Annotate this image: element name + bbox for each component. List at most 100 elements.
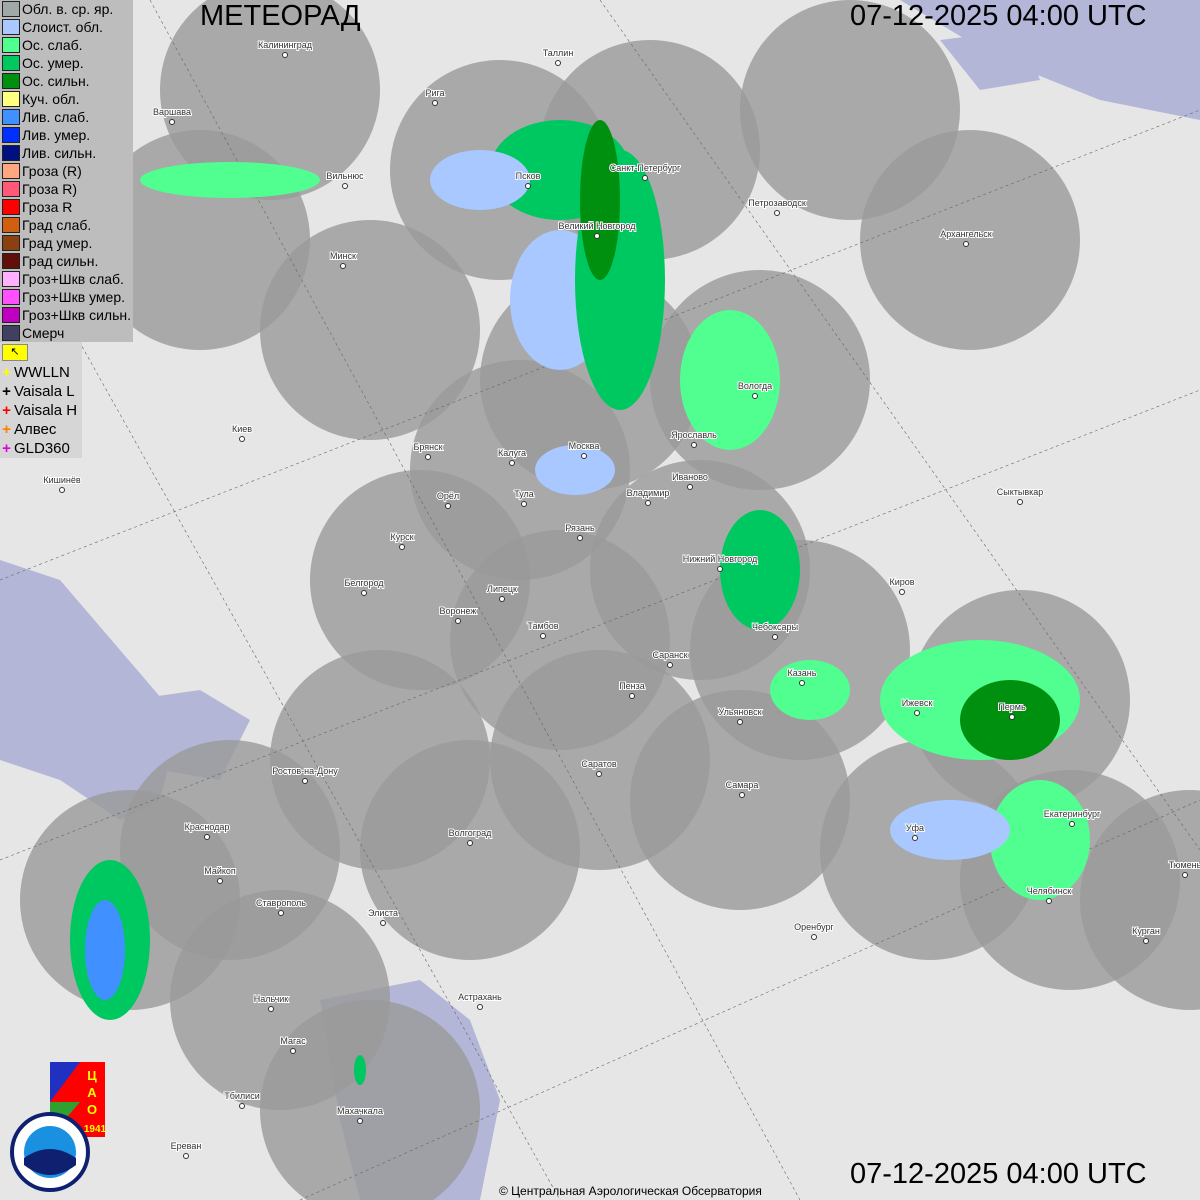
city-marker[interactable]: Санкт-Петербург xyxy=(609,162,682,181)
city-dot-icon xyxy=(217,878,223,884)
city-label: Калининград xyxy=(258,40,313,50)
city-marker[interactable]: Самара xyxy=(725,779,759,798)
city-marker[interactable]: Минск xyxy=(329,250,357,269)
legend-label: Куч. обл. xyxy=(22,91,80,107)
lightning-source-toggle[interactable]: + WWLLN xyxy=(0,363,82,382)
city-marker[interactable]: Махачкала xyxy=(336,1105,384,1124)
legend-swatch xyxy=(2,181,20,197)
lightning-cross-icon: + xyxy=(2,364,11,381)
legend-swatch xyxy=(2,289,20,305)
city-marker[interactable]: Сыктывкар xyxy=(996,486,1044,505)
city-marker[interactable]: Волгоград xyxy=(448,827,493,846)
city-marker[interactable]: Воронеж xyxy=(439,605,477,624)
city-marker[interactable]: Брянск xyxy=(412,441,444,460)
city-marker[interactable]: Петрозаводск xyxy=(747,197,807,216)
city-marker[interactable]: Рига xyxy=(424,87,446,106)
city-label: Таллин xyxy=(543,48,574,58)
city-dot-icon xyxy=(645,500,651,506)
precip-echo xyxy=(960,680,1060,760)
legend-label: Град сильн. xyxy=(22,253,99,269)
city-marker[interactable]: Тюмень xyxy=(1168,859,1200,878)
lightning-toggle-button[interactable]: ↖ xyxy=(2,344,28,361)
city-marker[interactable]: Калуга xyxy=(497,447,527,466)
city-marker[interactable]: Кишинёв xyxy=(42,474,82,493)
city-marker[interactable]: Тамбов xyxy=(526,620,560,639)
lightning-cross-icon: + xyxy=(2,440,11,457)
legend-item: Гроз+Шкв сильн. xyxy=(0,306,133,324)
city-marker[interactable]: Варшава xyxy=(152,106,192,125)
city-marker[interactable]: Чебоксары xyxy=(751,621,799,640)
city-marker[interactable]: Нижний Новгород xyxy=(682,553,759,572)
city-marker[interactable]: Майкоп xyxy=(203,865,237,884)
city-label: Тула xyxy=(514,489,534,499)
city-marker[interactable]: Великий Новгород xyxy=(558,220,637,239)
legend-label: Гроза R) xyxy=(22,181,78,197)
city-label: Великий Новгород xyxy=(559,221,637,231)
svg-text:1941: 1941 xyxy=(84,1124,107,1135)
city-marker[interactable]: Владимир xyxy=(626,487,670,506)
city-marker[interactable]: Нальчик xyxy=(253,993,289,1012)
city-marker[interactable]: Астрахань xyxy=(457,991,503,1010)
city-dot-icon xyxy=(302,778,308,784)
city-marker[interactable]: Орёл xyxy=(436,490,460,509)
city-dot-icon xyxy=(811,934,817,940)
city-marker[interactable]: Таллин xyxy=(542,47,574,66)
city-marker[interactable]: Москва xyxy=(568,440,600,459)
city-marker[interactable]: Вологда xyxy=(737,380,773,399)
city-dot-icon xyxy=(899,589,905,595)
city-dot-icon xyxy=(963,241,969,247)
lightning-source-toggle[interactable]: + Vaisala L xyxy=(0,382,82,401)
city-marker[interactable]: Элиста xyxy=(367,907,399,926)
lightning-source-toggle[interactable]: + Vaisala H xyxy=(0,401,82,420)
city-marker[interactable]: Пермь xyxy=(997,701,1027,720)
city-marker[interactable]: Тула xyxy=(513,488,535,507)
city-marker[interactable]: Челябинск xyxy=(1026,885,1072,904)
precip-echo xyxy=(354,1055,366,1085)
city-marker[interactable]: Рязань xyxy=(564,522,596,541)
city-marker[interactable]: Ярославль xyxy=(670,429,718,448)
city-dot-icon xyxy=(425,454,431,460)
city-label: Оренбург xyxy=(794,922,834,932)
city-marker[interactable]: Псков xyxy=(515,170,542,189)
city-dot-icon xyxy=(642,175,648,181)
city-marker[interactable]: Киев xyxy=(231,423,253,442)
city-marker[interactable]: Уфа xyxy=(905,822,925,841)
city-marker[interactable]: Казань xyxy=(787,667,818,686)
legend-label: Гроз+Шкв слаб. xyxy=(22,271,124,287)
city-marker[interactable]: Пенза xyxy=(618,680,646,699)
city-marker[interactable]: Архангельск xyxy=(939,228,993,247)
city-marker[interactable]: Ереван xyxy=(170,1140,202,1159)
city-marker[interactable]: Калининград xyxy=(257,39,314,58)
city-marker[interactable]: Ростов-на-Дону xyxy=(271,765,339,784)
lightning-source-toggle[interactable]: + GLD360 xyxy=(0,439,82,458)
legend-label: Гроза R xyxy=(22,199,73,215)
city-label: Краснодар xyxy=(185,822,230,832)
city-dot-icon xyxy=(525,183,531,189)
city-dot-icon xyxy=(914,710,920,716)
city-marker[interactable]: Саранск xyxy=(651,649,689,668)
city-marker[interactable]: Краснодар xyxy=(184,821,230,840)
city-marker[interactable]: Вильнюс xyxy=(325,170,365,189)
city-marker[interactable]: Ульяновск xyxy=(717,706,763,725)
city-marker[interactable]: Курск xyxy=(389,531,415,550)
city-marker[interactable]: Белгород xyxy=(343,577,385,596)
city-marker[interactable]: Магас xyxy=(279,1035,307,1054)
precip-echo xyxy=(430,150,530,210)
lightning-source-toggle[interactable]: + Алвес xyxy=(0,420,82,439)
city-marker[interactable]: Липецк xyxy=(486,583,518,602)
city-marker[interactable]: Ставрополь xyxy=(255,897,307,916)
city-marker[interactable]: Екатеринбург xyxy=(1043,808,1102,827)
city-marker[interactable]: Тбилиси xyxy=(223,1090,261,1109)
precip-echo xyxy=(580,120,620,280)
city-dot-icon xyxy=(737,719,743,725)
city-marker[interactable]: Саратов xyxy=(580,758,618,777)
city-dot-icon xyxy=(455,618,461,624)
city-dot-icon xyxy=(509,460,515,466)
city-marker[interactable]: Киров xyxy=(888,576,916,595)
city-marker[interactable]: Оренбург xyxy=(793,921,836,940)
legend-item: Град умер. xyxy=(0,234,133,252)
city-marker[interactable]: Иваново xyxy=(671,471,709,490)
city-marker[interactable]: Курган xyxy=(1131,925,1161,944)
city-marker[interactable]: Ижевск xyxy=(901,697,933,716)
